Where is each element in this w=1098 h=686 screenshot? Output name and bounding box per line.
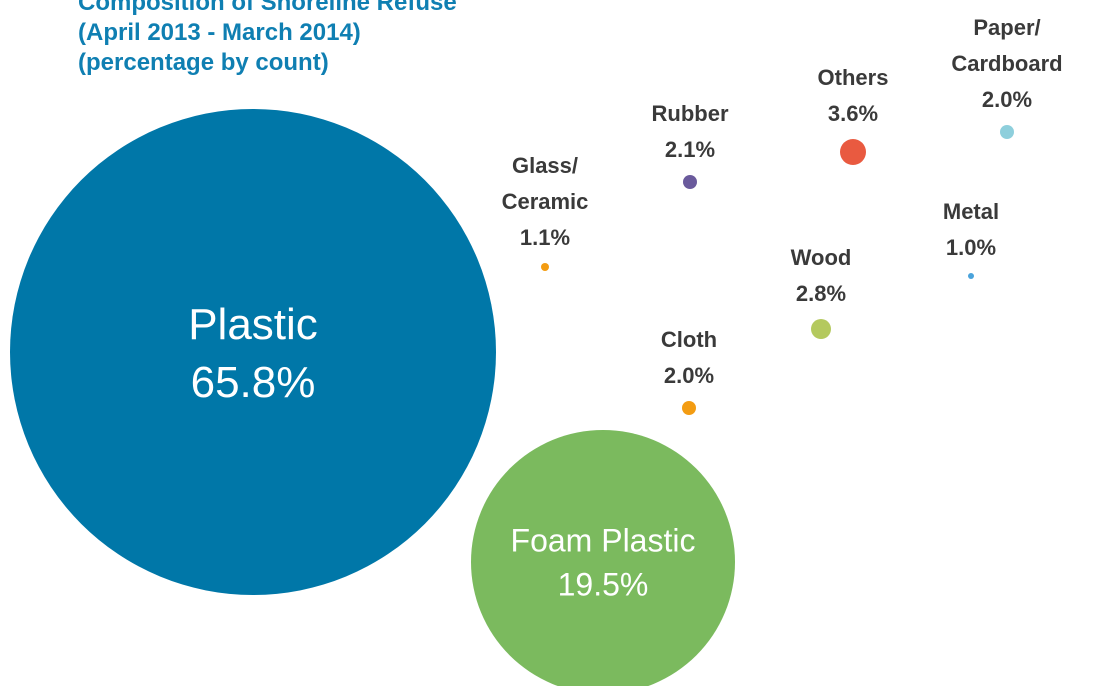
chart-title-line-1: Composition of Shoreline Refuse <box>78 0 457 16</box>
value-label-wood: 2.8% <box>796 281 846 306</box>
bubble-rubber <box>683 175 697 189</box>
bubble-metal <box>968 273 974 279</box>
category-label-foam-plastic: Foam Plastic <box>511 523 696 559</box>
value-label-cloth: 2.0% <box>664 363 714 388</box>
chart-title: Composition of Shoreline Refuse (April 2… <box>78 0 457 78</box>
value-label-glass-ceramic: 1.1% <box>520 225 570 250</box>
value-label-foam-plastic: 19.5% <box>558 567 649 603</box>
bubble-wood <box>811 319 831 339</box>
bubble-plastic <box>10 109 496 595</box>
value-label-plastic: 65.8% <box>191 358 316 407</box>
category-label-others: Others <box>818 65 889 90</box>
bubble-foam-plastic <box>471 430 735 686</box>
category-label-cloth: Cloth <box>661 327 717 352</box>
category-label-wood: Wood <box>791 245 852 270</box>
category-label-rubber: Rubber <box>652 101 729 126</box>
category-label-plastic: Plastic <box>188 300 318 349</box>
category-label-metal: Metal <box>943 199 999 224</box>
value-label-metal: 1.0% <box>946 235 996 260</box>
value-label-others: 3.6% <box>828 101 878 126</box>
value-label-rubber: 2.1% <box>665 137 715 162</box>
value-label-paper-cardboard: 2.0% <box>982 87 1032 112</box>
category-label-paper-cardboard: Paper/ <box>973 15 1040 40</box>
category-label-paper-cardboard: Cardboard <box>951 51 1062 76</box>
category-label-glass-ceramic: Ceramic <box>502 189 589 214</box>
bubble-paper-cardboard <box>1000 125 1014 139</box>
bubble-cloth <box>682 401 696 415</box>
chart-title-line-2: (April 2013 - March 2014) <box>78 19 361 46</box>
chart-title-line-3: (percentage by count) <box>78 49 329 76</box>
bubble-glass-ceramic <box>541 263 549 271</box>
category-label-glass-ceramic: Glass/ <box>512 153 578 178</box>
bubble-others <box>840 139 866 165</box>
